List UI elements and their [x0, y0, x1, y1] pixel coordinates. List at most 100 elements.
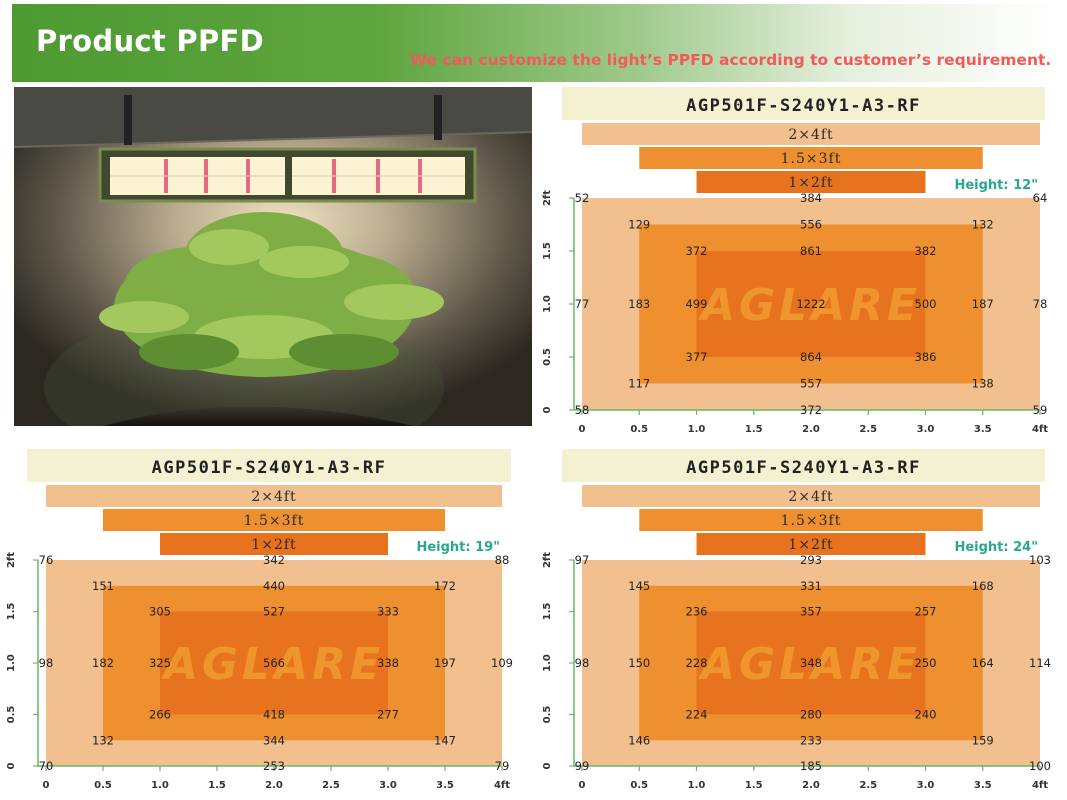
height-label: Height: 12": [954, 178, 1038, 193]
height-label: Height: 19": [416, 540, 500, 555]
ppfd-value: 228: [686, 656, 708, 670]
ppfd-value: 250: [915, 656, 937, 670]
ppfd-value: 132: [972, 218, 994, 232]
ppfd-value: 183: [628, 297, 650, 311]
ppfd-value: 277: [377, 708, 399, 722]
ppfd-value: 1222: [796, 297, 825, 311]
ppfd-value: 79: [495, 759, 510, 773]
ppfd-value: 88: [495, 553, 510, 567]
ppfd-value: 58: [575, 403, 590, 417]
page-title: Product PPFD: [36, 24, 265, 58]
ppfd-value: 266: [149, 708, 171, 722]
coverage-label: 1.5×3ft: [781, 513, 842, 529]
ppfd-value: 499: [686, 297, 708, 311]
x-tick-label: 1.0: [151, 780, 169, 791]
ppfd-value: 98: [575, 656, 590, 670]
ppfd-value: 185: [800, 759, 822, 773]
ppfd-value: 566: [263, 656, 285, 670]
model-name: AGP501F-S240Y1-A3-RF: [686, 96, 921, 116]
coverage-label: 2×4ft: [251, 489, 296, 505]
ppfd-value: 500: [915, 297, 937, 311]
x-tick-label: 0.5: [94, 780, 112, 791]
x-tick-label: 3.0: [379, 780, 397, 791]
watermark-logo: AGLARE: [698, 639, 921, 690]
ppfd-value: 187: [972, 297, 994, 311]
ppfd-value: 52: [575, 191, 590, 205]
ppfd-value: 224: [686, 708, 708, 722]
coverage-bar: [696, 171, 926, 193]
ppfd-value: 64: [1033, 191, 1048, 205]
ppfd-value: 138: [972, 377, 994, 391]
x-tick-label: 1.5: [745, 424, 763, 435]
y-tick-label: 1.5: [542, 603, 553, 621]
ppfd-value: 132: [92, 733, 114, 747]
x-tick-label: 0: [579, 780, 586, 791]
x-tick-label: 1.5: [208, 780, 226, 791]
x-tick-label: 0.5: [630, 780, 648, 791]
y-tick-label: 0: [6, 762, 17, 769]
ppfd-value: 348: [800, 656, 822, 670]
ppfd-value: 293: [800, 553, 822, 567]
ppfd-value: 99: [575, 759, 590, 773]
page-subtitle: We can customize the light’s PPFD accord…: [410, 51, 1052, 69]
ppfd-value: 344: [263, 733, 285, 747]
ppfd-value: 386: [915, 350, 937, 364]
coverage-zone: [696, 251, 926, 357]
ppfd-value: 305: [149, 605, 171, 619]
ppfd-value: 182: [92, 656, 114, 670]
coverage-bar: [103, 509, 445, 531]
ppfd-value: 100: [1029, 759, 1051, 773]
y-tick-label: 0.5: [542, 706, 553, 724]
x-tick-label: 0.5: [630, 424, 648, 435]
y-tick-label: 0: [542, 406, 553, 413]
x-tick-label: 3.5: [974, 780, 992, 791]
coverage-label: 2×4ft: [788, 127, 833, 143]
x-tick-label: 1.0: [688, 424, 706, 435]
ppfd-value: 76: [39, 553, 54, 567]
model-bar: [562, 87, 1045, 120]
y-tick-label: 1.0: [542, 295, 553, 313]
ppfd-value: 377: [686, 350, 708, 364]
watermark-logo: AGLARE: [698, 280, 921, 331]
y-tick-label: 2ft: [542, 552, 553, 568]
ppfd-value: 557: [800, 377, 822, 391]
y-tick-label: 0.5: [542, 348, 553, 366]
x-tick-label: 2.0: [802, 424, 820, 435]
y-tick-label: 0.5: [6, 706, 17, 724]
ppfd-value: 109: [491, 656, 513, 670]
ppfd-value: 556: [800, 218, 822, 232]
y-tick-label: 0: [542, 762, 553, 769]
y-tick-label: 2ft: [6, 552, 17, 568]
ppfd-value: 146: [628, 733, 650, 747]
coverage-bar: [639, 509, 983, 531]
x-tick-label: 4ft: [1032, 780, 1048, 791]
x-tick-label: 4ft: [1032, 424, 1048, 435]
ppfd-value: 159: [972, 733, 994, 747]
coverage-label: 1×2ft: [251, 537, 296, 553]
y-tick-label: 1.5: [542, 242, 553, 260]
ppfd-value: 164: [972, 656, 994, 670]
watermark-logo: AGLARE: [161, 639, 384, 690]
ppfd-value: 77: [575, 297, 590, 311]
x-tick-label: 2.5: [322, 780, 340, 791]
model-name: AGP501F-S240Y1-A3-RF: [686, 458, 921, 478]
header-banner: Product PPFD We can customize the light’…: [12, 4, 1053, 82]
ppfd-value: 117: [628, 377, 650, 391]
x-tick-label: 0: [43, 780, 50, 791]
ppfd-value: 97: [575, 553, 590, 567]
x-tick-label: 3.5: [974, 424, 992, 435]
x-tick-label: 1.5: [745, 780, 763, 791]
ppfd-value: 197: [434, 656, 456, 670]
coverage-label: 1.5×3ft: [781, 151, 842, 167]
ppfd-value: 384: [800, 191, 822, 205]
y-tick-label: 2ft: [542, 190, 553, 206]
x-tick-label: 2.5: [859, 424, 877, 435]
x-tick-label: 2.0: [802, 780, 820, 791]
ppfd-value: 233: [800, 733, 822, 747]
ppfd-value: 98: [39, 656, 54, 670]
coverage-label: 2×4ft: [788, 489, 833, 505]
coverage-bar: [582, 485, 1040, 507]
